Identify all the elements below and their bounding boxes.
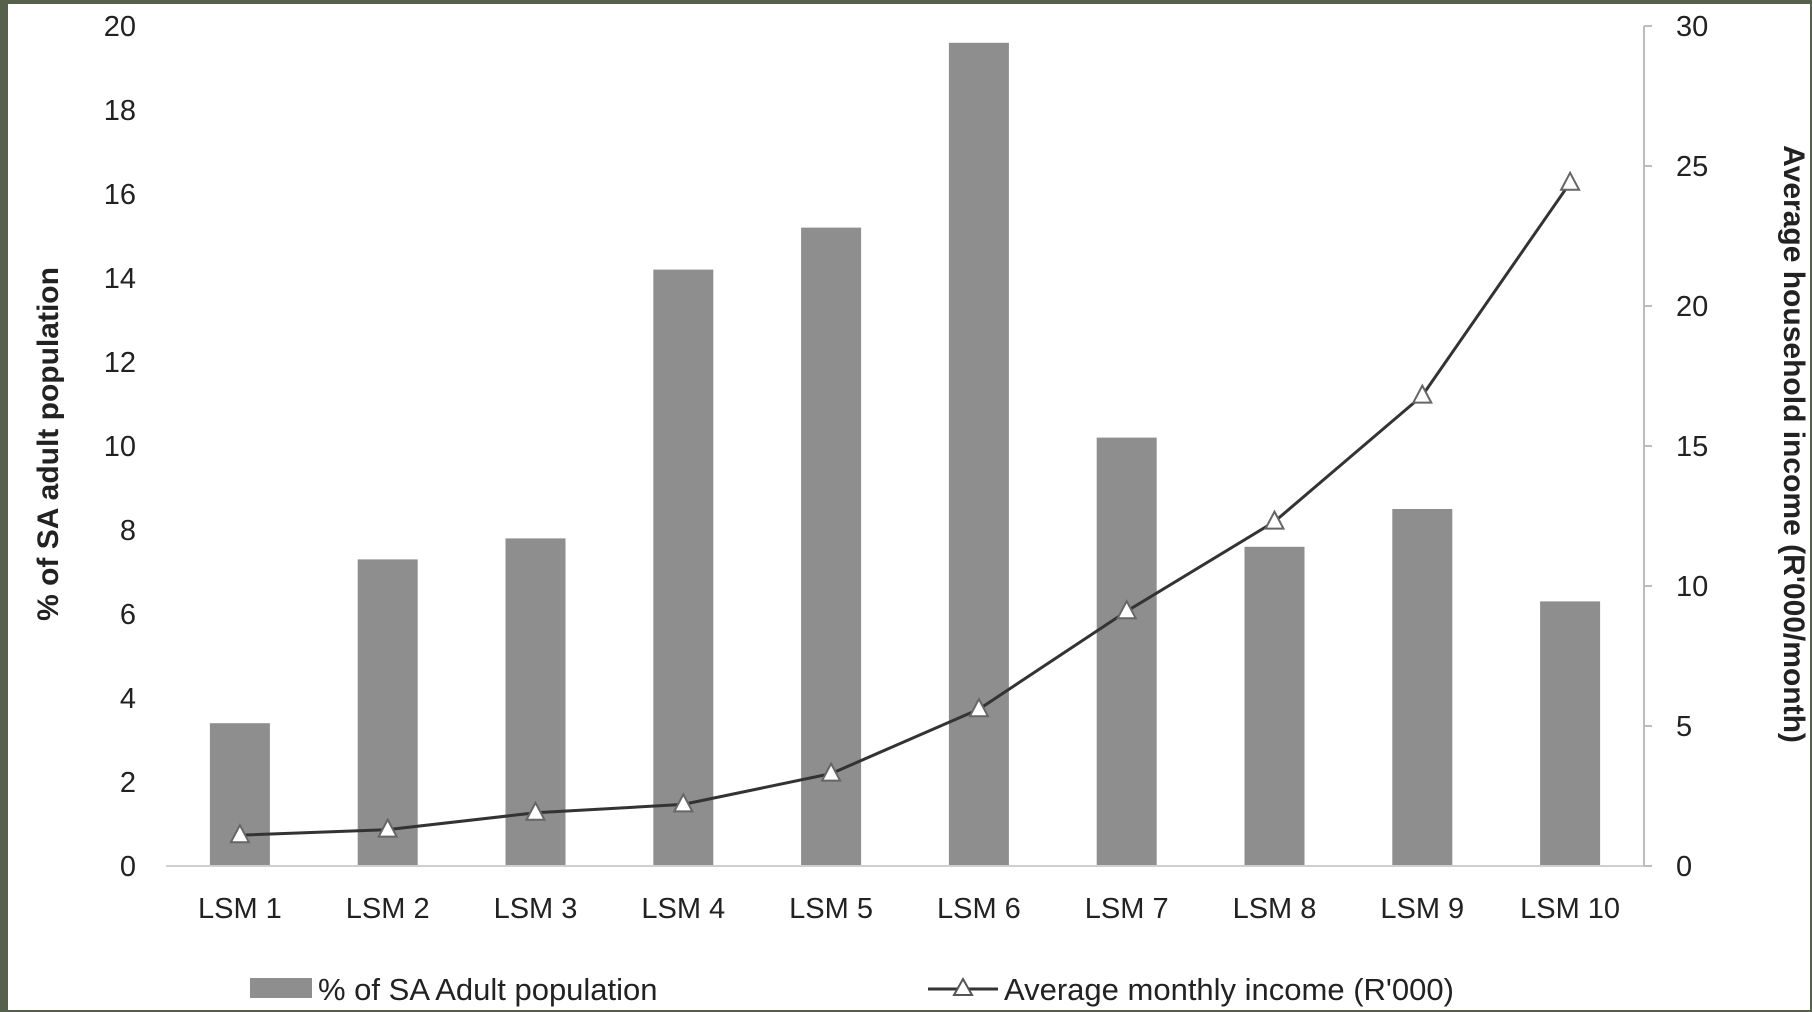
left-tick-label: 12	[104, 347, 136, 379]
right-tick-label: 25	[1676, 151, 1708, 183]
line-marker	[524, 800, 547, 821]
right-tick-label: 15	[1676, 431, 1708, 463]
right-tick-label: 5	[1676, 711, 1692, 743]
line-marker	[820, 761, 842, 782]
left-axis-title: % of SA adult population	[32, 267, 65, 621]
legend-label-bars: % of SA Adult population	[318, 972, 658, 1007]
legend-swatch-bars	[250, 978, 312, 998]
bar	[1392, 509, 1453, 866]
category-label: LSM 3	[494, 893, 578, 925]
left-tick-label: 2	[120, 767, 136, 799]
line-marker	[1116, 599, 1138, 620]
legend: % of SA Adult population Average monthly…	[250, 972, 1454, 1007]
right-tick-label: 30	[1676, 11, 1708, 43]
line-marker	[968, 697, 990, 718]
bar	[948, 42, 1009, 867]
left-tick-label: 8	[120, 515, 136, 547]
line-marker	[377, 817, 399, 838]
left-tick-label: 20	[104, 11, 136, 43]
line-marker	[1559, 170, 1581, 191]
bar	[801, 227, 862, 867]
left-tick-label: 14	[104, 263, 136, 295]
category-label: LSM 10	[1520, 893, 1620, 925]
line-marker	[672, 792, 694, 813]
bar	[1540, 601, 1601, 866]
right-axis-title: Average household income (R'000/month)	[1777, 145, 1810, 743]
category-label: LSM 5	[789, 893, 873, 925]
income-line	[239, 181, 1572, 837]
left-tick-label: 0	[120, 851, 136, 883]
bar	[1096, 437, 1157, 866]
right-axis-ticks: 0 5 10 15 20 25 30	[1644, 11, 1708, 883]
bar	[209, 723, 270, 866]
left-tick-label: 10	[104, 431, 136, 463]
bar-series	[209, 42, 1601, 867]
line-marker	[1411, 383, 1433, 404]
right-tick-label: 20	[1676, 291, 1708, 323]
bar	[1244, 546, 1305, 866]
category-label: LSM 1	[198, 893, 282, 925]
left-tick-label: 4	[120, 683, 136, 715]
left-tick-label: 18	[104, 95, 136, 127]
right-tick-label: 10	[1676, 571, 1708, 603]
left-axis-ticks: 0 2 4 6 8 10 12 14 16 18 20	[104, 11, 136, 883]
category-label: LSM 2	[346, 893, 430, 925]
category-label: LSM 7	[1085, 893, 1169, 925]
line-marker	[229, 823, 251, 844]
category-label: LSM 8	[1233, 893, 1317, 925]
left-tick-label: 6	[120, 599, 136, 631]
legend-marker-triangle	[952, 976, 974, 996]
category-label: LSM 9	[1380, 893, 1464, 925]
bar	[653, 269, 714, 867]
left-tick-label: 16	[104, 179, 136, 211]
right-tick-label: 0	[1676, 851, 1692, 883]
line-marker	[1263, 509, 1286, 530]
line-series	[229, 170, 1581, 844]
chart-frame: 0 2 4 6 8 10 12 14 16 18 20 0 5 10 15 20 25 30 LSM 1 LSM …	[8, 4, 1810, 1010]
category-labels: LSM 1 LSM 2 LSM 3 LSM 4 LSM 5 LSM 6 LSM 7 LSM 8…	[198, 893, 1620, 925]
legend-label-line: Average monthly income (R'000)	[1004, 972, 1454, 1007]
category-label: LSM 4	[641, 893, 725, 925]
category-label: LSM 6	[937, 893, 1021, 925]
bar	[357, 559, 418, 866]
